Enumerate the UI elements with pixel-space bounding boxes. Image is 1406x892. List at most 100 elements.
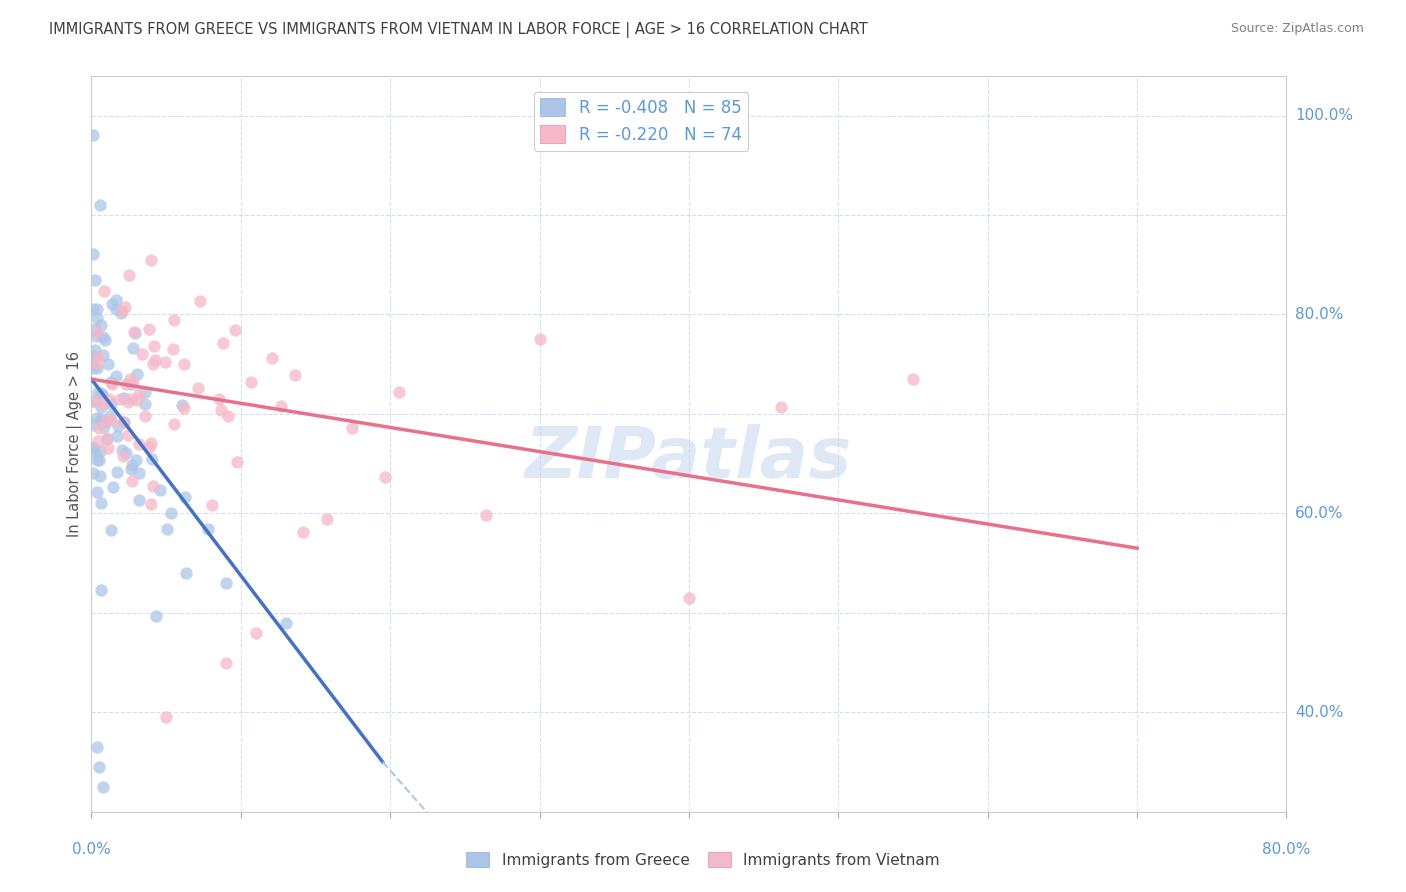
Point: [93, 420, 115, 434]
Point: [529, 332, 551, 346]
Point: [89, 443, 111, 458]
Point: [209, 402, 232, 417]
Point: [121, 474, 143, 488]
Point: [125, 453, 148, 467]
Point: [87, 760, 110, 774]
Point: [105, 465, 128, 479]
Text: IMMIGRANTS FROM GREECE VS IMMIGRANTS FROM VIETNAM IN LABOR FORCE | AGE > 16 CORR: IMMIGRANTS FROM GREECE VS IMMIGRANTS FRO…: [49, 22, 868, 38]
Point: [225, 455, 247, 469]
Point: [82, 466, 104, 480]
Point: [142, 357, 165, 371]
Point: [84, 322, 107, 336]
Point: [91, 416, 114, 430]
Point: [121, 458, 143, 472]
Point: [82, 441, 104, 455]
Point: [131, 347, 153, 361]
Point: [134, 397, 156, 411]
Text: 40.0%: 40.0%: [1295, 705, 1343, 720]
Point: [114, 300, 136, 314]
Point: [284, 368, 307, 383]
Point: [121, 341, 143, 355]
Point: [162, 342, 184, 356]
Point: [163, 313, 186, 327]
Point: [128, 493, 150, 508]
Point: [83, 418, 105, 433]
Point: [96, 432, 118, 446]
Point: [84, 273, 107, 287]
Text: 0.0%: 0.0%: [72, 842, 111, 857]
Point: [138, 440, 160, 454]
Y-axis label: In Labor Force | Age > 16: In Labor Force | Age > 16: [67, 351, 83, 537]
Point: [100, 523, 122, 537]
Point: [84, 394, 107, 409]
Point: [120, 462, 142, 476]
Point: [86, 356, 108, 370]
Point: [101, 297, 124, 311]
Point: [100, 397, 122, 411]
Point: [86, 350, 108, 364]
Point: [82, 128, 104, 143]
Point: [291, 525, 314, 540]
Point: [145, 608, 167, 623]
Point: [143, 352, 166, 367]
Point: [86, 740, 108, 755]
Point: [82, 349, 104, 363]
Point: [769, 400, 792, 414]
Text: 60.0%: 60.0%: [1295, 506, 1343, 521]
Point: [82, 393, 104, 408]
Point: [340, 421, 363, 435]
Point: [93, 780, 115, 794]
Point: [174, 490, 197, 504]
Point: [97, 442, 120, 456]
Point: [90, 583, 112, 598]
Point: [374, 470, 396, 484]
Point: [215, 576, 238, 591]
Point: [240, 375, 263, 389]
Point: [97, 357, 120, 371]
Point: [678, 591, 700, 605]
Point: [111, 449, 134, 463]
Point: [82, 247, 104, 261]
Point: [94, 413, 117, 427]
Point: [104, 369, 127, 384]
Point: [139, 436, 162, 450]
Point: [82, 361, 104, 376]
Point: [86, 328, 108, 343]
Legend: R = -0.408   N = 85, R = -0.220   N = 74: R = -0.408 N = 85, R = -0.220 N = 74: [534, 92, 748, 151]
Point: [83, 350, 105, 364]
Point: [91, 386, 114, 401]
Text: ZIPatlas: ZIPatlas: [526, 424, 852, 493]
Point: [91, 330, 114, 344]
Point: [91, 348, 114, 362]
Text: Source: ZipAtlas.com: Source: ZipAtlas.com: [1230, 22, 1364, 36]
Point: [270, 400, 292, 414]
Point: [89, 469, 111, 483]
Point: [245, 625, 267, 640]
Point: [100, 375, 122, 389]
Point: [215, 656, 238, 670]
Point: [96, 431, 118, 445]
Point: [274, 615, 297, 630]
Point: [142, 479, 165, 493]
Point: [208, 392, 231, 406]
Point: [89, 198, 111, 212]
Point: [100, 376, 122, 391]
Point: [87, 434, 110, 448]
Point: [105, 293, 128, 308]
Point: [86, 485, 108, 500]
Point: [82, 441, 104, 455]
Point: [174, 566, 197, 581]
Point: [101, 480, 124, 494]
Point: [107, 419, 129, 434]
Point: [115, 446, 138, 460]
Point: [90, 412, 112, 426]
Point: [97, 392, 120, 406]
Point: [86, 325, 108, 339]
Point: [134, 384, 156, 399]
Point: [149, 483, 172, 497]
Point: [90, 401, 112, 415]
Point: [170, 398, 193, 412]
Point: [120, 392, 142, 407]
Point: [211, 335, 233, 350]
Point: [125, 393, 148, 408]
